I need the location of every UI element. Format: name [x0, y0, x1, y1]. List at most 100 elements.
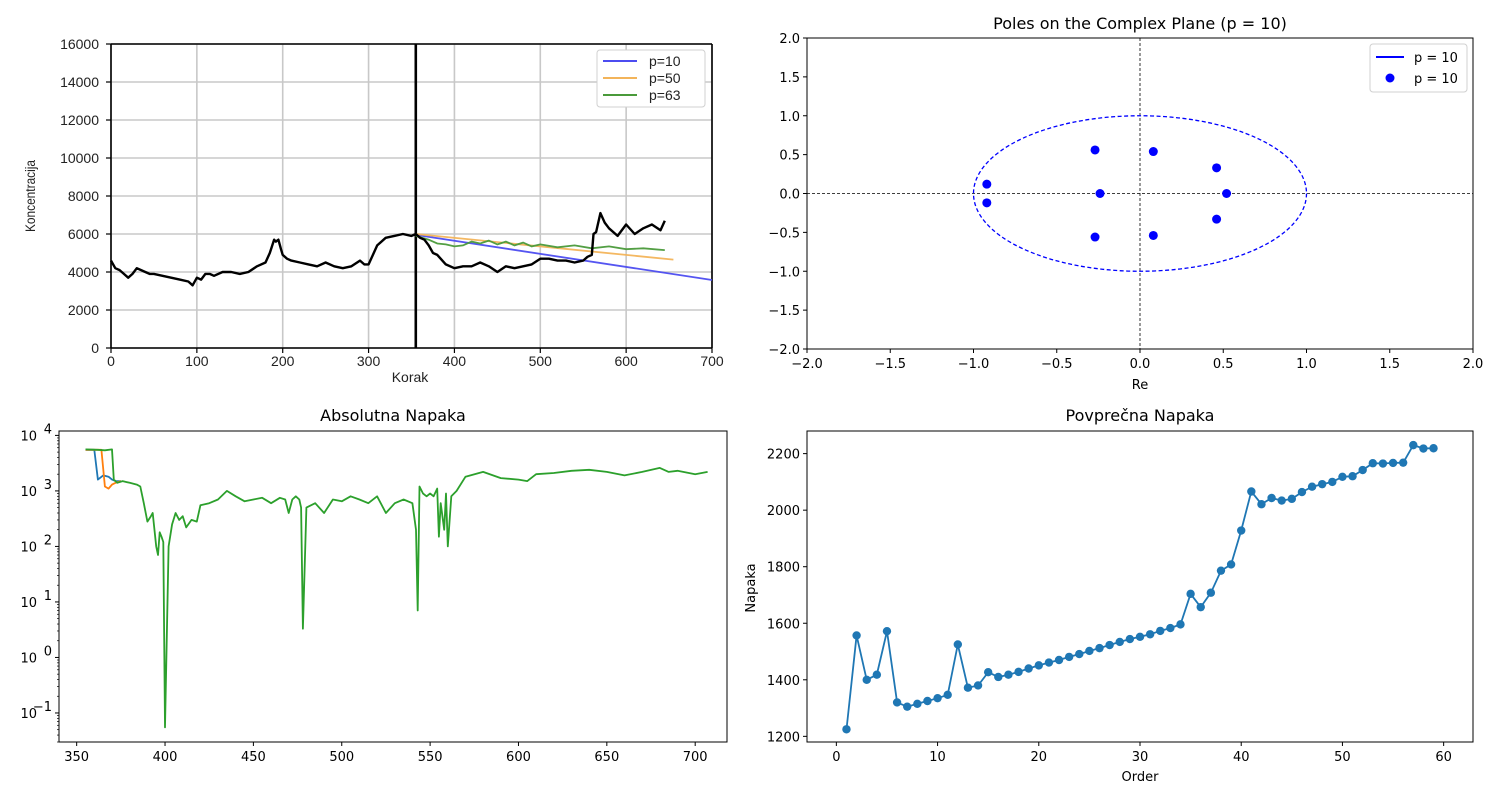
x-tick-label: −2.0	[791, 357, 823, 372]
mean-error-point	[1267, 493, 1276, 503]
mean-error-point	[1247, 487, 1256, 496]
mean-error-point	[1166, 623, 1175, 633]
x-tick-label: 300	[357, 353, 381, 369]
mean-error-point	[872, 670, 882, 679]
mean-error-point	[1024, 664, 1033, 673]
mean-error-point	[1348, 472, 1357, 481]
legend-swatch-marker	[1385, 73, 1395, 83]
mean-error-point	[1145, 630, 1155, 639]
y-axis-label: Koncentracija	[22, 159, 38, 232]
y-tick-label: −0.5	[768, 226, 800, 241]
mean-error-point	[1237, 526, 1246, 535]
absolute-error-chart-title: Absolutna Napaka	[320, 406, 466, 425]
y-tick-label: 10	[20, 540, 37, 555]
x-tick-label: −1.5	[874, 357, 906, 372]
legend-label-circle: p = 10	[1414, 51, 1458, 66]
x-tick-label: 0	[107, 353, 115, 369]
y-tick-exponent: 0	[44, 644, 52, 659]
series-line-p=10	[415, 234, 713, 281]
mean-error-chart: Povprečna Napaka Order Napaka 0 10 20 30 40 5…	[744, 406, 1474, 785]
pole-point	[1222, 189, 1232, 198]
mean-error-point	[882, 626, 892, 636]
pole-point	[982, 198, 992, 208]
mean-error-point	[852, 631, 861, 640]
mean-error-point	[1135, 632, 1145, 642]
mean-error-point	[983, 667, 993, 677]
mean-error-point	[1358, 465, 1367, 475]
y-tick-label: 6000	[68, 226, 99, 242]
y-tick-exponent: 2	[44, 533, 52, 548]
mean-error-point	[1307, 482, 1317, 491]
mean-error-point	[1409, 440, 1418, 450]
x-tick-label: 350	[64, 750, 89, 765]
error-series-2	[85, 448, 122, 490]
poles-chart-title: Poles on the Complex Plane (p = 10)	[993, 14, 1287, 33]
error-series-3	[85, 448, 708, 729]
series-line-p=63	[415, 235, 665, 251]
y-tick-label: 0.5	[779, 149, 800, 164]
mean-error-point	[933, 693, 942, 703]
mean-error-point	[842, 725, 851, 734]
y-tick-label: 10	[20, 485, 37, 500]
mean-error-point	[1085, 646, 1094, 656]
concentration-chart: 0 100 200 300 400 500 600 700 0 2000 4000 6000 8000 1…	[22, 36, 724, 385]
x-tick-label: 400	[443, 353, 467, 369]
x-tick-label: 700	[683, 750, 708, 765]
legend-box	[596, 49, 706, 108]
y-tick-exponent: −1	[33, 700, 52, 715]
mean-error-point	[1328, 477, 1337, 487]
x-tick-label: 40	[1233, 750, 1250, 765]
pole-point	[1212, 163, 1222, 173]
mean-error-point	[1095, 643, 1104, 653]
mean-error-chart-ylabel: Napaka	[744, 563, 759, 612]
legend-label: p=63	[649, 87, 681, 103]
x-tick-label: 30	[1132, 750, 1149, 765]
mean-error-point	[1388, 458, 1398, 468]
y-tick-label: 10000	[60, 150, 99, 166]
y-tick-label: 1800	[767, 561, 800, 576]
mean-error-point	[1317, 479, 1327, 489]
x-tick-label: 2.0	[1463, 357, 1484, 372]
x-tick-label: 400	[153, 750, 178, 765]
pole-point	[1090, 145, 1100, 155]
mean-error-point	[862, 675, 871, 684]
x-tick-label: 500	[529, 353, 553, 369]
y-tick-label: 14000	[60, 74, 99, 90]
x-tick-label: 100	[185, 353, 209, 369]
plot-frame	[806, 430, 1474, 743]
x-tick-label: 1.0	[1296, 357, 1317, 372]
y-tick-label: −1.0	[768, 265, 800, 280]
mean-error-point	[1004, 670, 1013, 679]
pole-point	[982, 179, 992, 189]
unit-circle	[972, 115, 1308, 272]
y-tick-label: 2000	[767, 504, 800, 519]
absolute-error-chart: Absolutna Napaka 350 400 450 500 550 600 650 70…	[20, 406, 728, 765]
x-axis-label: Korak	[392, 369, 430, 385]
y-tick-exponent: 4	[44, 422, 52, 437]
pole-point	[1148, 230, 1158, 240]
mean-error-point	[1075, 649, 1084, 659]
y-tick-label: 10	[20, 707, 37, 722]
x-tick-label: 500	[329, 750, 354, 765]
x-tick-label: −0.5	[1041, 357, 1073, 372]
y-tick-label: 1.5	[779, 71, 800, 86]
y-tick-label: 1.0	[779, 110, 800, 125]
mean-error-chart-title: Povprečna Napaka	[1066, 406, 1215, 425]
mean-error-point	[1115, 637, 1124, 647]
legend-label: p=50	[649, 70, 681, 86]
mean-error-point	[1125, 634, 1135, 644]
mean-error-chart-xlabel: Order	[1122, 770, 1160, 785]
x-tick-label: 20	[1031, 750, 1048, 765]
mean-error-point	[1176, 620, 1185, 629]
mean-error-point	[1034, 661, 1043, 670]
x-tick-label: 600	[614, 353, 638, 369]
poles-chart-xlabel: Re	[1132, 378, 1148, 393]
actual-data-line	[109, 211, 666, 287]
legend-label: p=10	[649, 53, 681, 69]
y-tick-exponent: 1	[44, 589, 52, 604]
x-tick-label: 650	[594, 750, 619, 765]
mean-error-point	[1044, 658, 1054, 667]
y-tick-label: 16000	[60, 36, 99, 52]
y-tick-label: 0.0	[779, 188, 800, 203]
x-tick-label: 1.5	[1379, 357, 1400, 372]
